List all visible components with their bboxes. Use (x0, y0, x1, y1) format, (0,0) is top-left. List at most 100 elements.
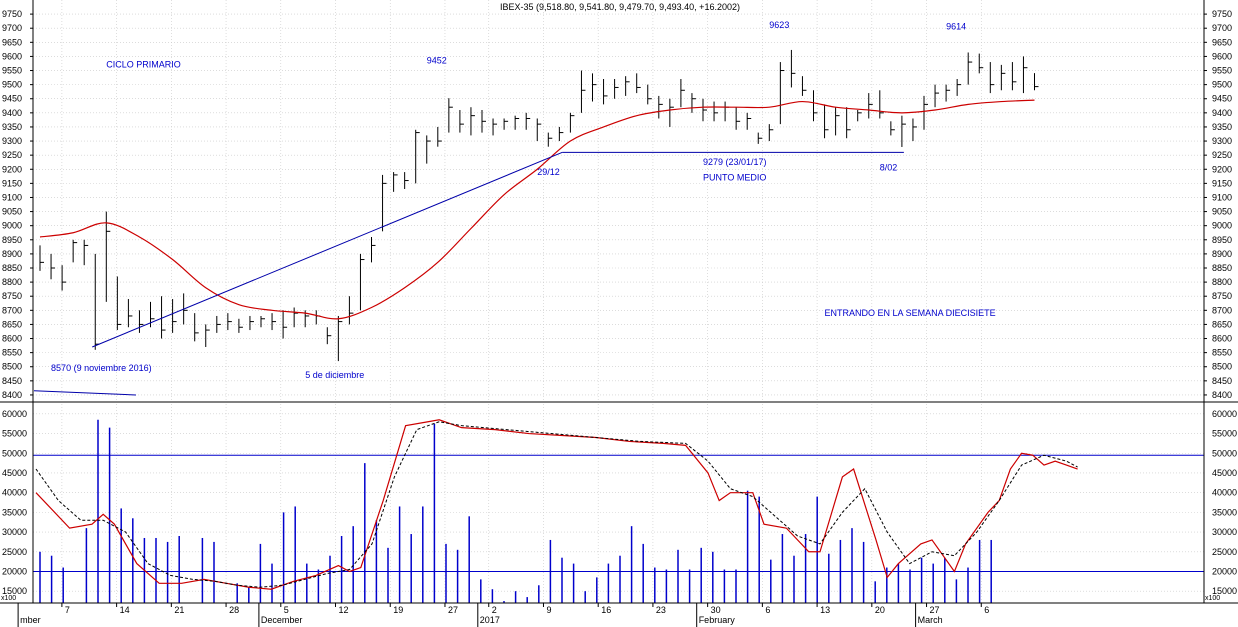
price-tick-label-left: 9250 (2, 150, 22, 160)
x-tick-label: 13 (820, 605, 830, 615)
volume-tick-label-right: 30000 (1212, 527, 1237, 537)
price-tick-label-right: 9600 (1212, 51, 1232, 61)
volume-tick-label-left: 25000 (2, 547, 27, 557)
volume-marks (33, 419, 1204, 603)
volume-tick-label-right: 15000 (1212, 586, 1237, 596)
volume-tick-label-right: 50000 (1212, 448, 1237, 458)
price-tick-label-right: 9700 (1212, 23, 1232, 33)
price-tick-label-left: 9300 (2, 136, 22, 146)
price-tick-label-right: 8600 (1212, 334, 1232, 344)
uptrend-line (92, 151, 563, 348)
x-tick-label: 2 (492, 605, 497, 615)
volume-tick-label-left: 15000 (2, 586, 27, 596)
x-tick-label: 5 (284, 605, 289, 615)
x-tick-label: 9 (546, 605, 551, 615)
x-tick-label: 30 (711, 605, 721, 615)
price-tick-label-left: 8400 (2, 390, 22, 400)
price-tick-label-right: 9200 (1212, 164, 1232, 174)
x-tick-label: 19 (393, 605, 403, 615)
x-tick-label: 6 (765, 605, 770, 615)
price-tick-label-left: 8850 (2, 263, 22, 273)
month-label: February (699, 615, 736, 625)
volume-tick-label-right: 40000 (1212, 488, 1237, 498)
volume-unit-label-right: x100 (1205, 595, 1220, 602)
x-tick-label: 27 (448, 605, 458, 615)
price-tick-label-left: 8700 (2, 305, 22, 315)
chart-annotation: ENTRANDO EN LA SEMANA DIECISIETE (825, 308, 996, 318)
price-tick-label-right: 9100 (1212, 192, 1232, 202)
x-tick-label: 27 (930, 605, 940, 615)
price-tick-label-left: 8500 (2, 362, 22, 372)
price-tick-label-right: 9550 (1212, 66, 1232, 76)
price-tick-label-left: 9200 (2, 164, 22, 174)
x-tick-label: 21 (174, 605, 184, 615)
volume-tick-label-left: 40000 (2, 488, 27, 498)
price-tick-label-left: 9500 (2, 80, 22, 90)
price-tick-label-left: 8450 (2, 376, 22, 386)
oscillator-dashed-line (35, 421, 1078, 588)
price-tick-label-left: 9150 (2, 178, 22, 188)
chart-annotation: 8/02 (880, 163, 898, 173)
price-tick-label-right: 8950 (1212, 235, 1232, 245)
chart-title: IBEX-35 (9,518.80, 9,541.80, 9,479.70, 9… (500, 2, 740, 12)
month-label: March (918, 615, 943, 625)
price-tick-label-right: 8850 (1212, 263, 1232, 273)
month-label: mber (20, 615, 41, 625)
price-tick-label-left: 9050 (2, 207, 22, 217)
price-tick-label-right: 9650 (1212, 37, 1232, 47)
chart-annotation: CICLO PRIMARIO (106, 60, 181, 70)
price-tick-label-left: 9350 (2, 122, 22, 132)
chart-annotation: 5 de diciembre (305, 370, 364, 380)
volume-tick-label-left: 30000 (2, 527, 27, 537)
chart-annotation: 9279 (23/01/17) (703, 157, 767, 167)
x-tick-label: 12 (339, 605, 349, 615)
price-tick-label-right: 8900 (1212, 249, 1232, 259)
volume-tick-label-left: 35000 (2, 507, 27, 517)
price-tick-label-left: 9550 (2, 66, 22, 76)
price-tick-label-right: 8750 (1212, 291, 1232, 301)
price-grid (33, 0, 1204, 402)
moving-average-line (39, 99, 1035, 320)
price-tick-label-right: 8700 (1212, 305, 1232, 315)
volume-tick-label-left: 55000 (2, 429, 27, 439)
chart-annotation: 29/12 (537, 167, 560, 177)
price-tick-label-right: 9300 (1212, 136, 1232, 146)
price-tick-label-right: 9750 (1212, 9, 1232, 19)
chart-annotation: 8570 (9 noviembre 2016) (51, 363, 152, 373)
price-tick-label-right: 9150 (1212, 178, 1232, 188)
price-tick-label-right: 9050 (1212, 207, 1232, 217)
volume-tick-label-right: 25000 (1212, 547, 1237, 557)
price-tick-label-left: 9650 (2, 37, 22, 47)
volume-tick-label-left: 60000 (2, 409, 27, 419)
price-tick-label-right: 8800 (1212, 277, 1232, 287)
price-tick-label-left: 8650 (2, 319, 22, 329)
price-tick-label-left: 8900 (2, 249, 22, 259)
volume-tick-label-left: 20000 (2, 566, 27, 576)
price-tick-label-left: 9700 (2, 23, 22, 33)
price-tick-label-left: 9450 (2, 94, 22, 104)
volume-tick-label-right: 35000 (1212, 507, 1237, 517)
x-tick-label: 23 (656, 605, 666, 615)
volume-tick-label-left: 50000 (2, 448, 27, 458)
x-tick-label: 28 (229, 605, 239, 615)
price-tick-label-right: 9450 (1212, 94, 1232, 104)
price-tick-label-left: 9400 (2, 108, 22, 118)
price-tick-label-left: 8600 (2, 334, 22, 344)
volume-tick-label-right: 55000 (1212, 429, 1237, 439)
volume-unit-label-left: x100 (1, 595, 16, 602)
price-tick-label-right: 8650 (1212, 319, 1232, 329)
price-tick-label-right: 8400 (1212, 390, 1232, 400)
volume-tick-label-right: 20000 (1212, 566, 1237, 576)
price-tick-label-left: 9100 (2, 192, 22, 202)
month-label: December (261, 615, 303, 625)
price-tick-label-right: 9400 (1212, 108, 1232, 118)
price-tick-label-left: 9000 (2, 221, 22, 231)
price-tick-label-left: 8750 (2, 291, 22, 301)
price-tick-label-right: 8550 (1212, 348, 1232, 358)
price-tick-label-right: 8500 (1212, 362, 1232, 372)
price-tick-label-right: 8450 (1212, 376, 1232, 386)
price-tick-label-right: 9350 (1212, 122, 1232, 132)
price-tick-label-right: 9000 (1212, 221, 1232, 231)
